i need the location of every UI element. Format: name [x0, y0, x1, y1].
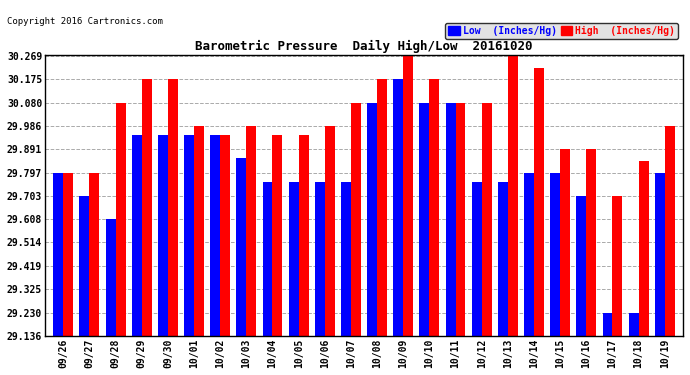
Bar [629, 313, 639, 336]
Bar [498, 182, 508, 336]
Bar [315, 182, 325, 336]
Bar [472, 182, 482, 336]
Bar [351, 103, 361, 336]
Bar [367, 103, 377, 336]
Bar [524, 172, 534, 336]
Bar [141, 79, 152, 336]
Bar [446, 103, 455, 336]
Bar [420, 103, 429, 336]
Bar [220, 135, 230, 336]
Bar [602, 313, 613, 336]
Bar [237, 158, 246, 336]
Bar [482, 103, 492, 336]
Bar [560, 149, 570, 336]
Bar [246, 126, 256, 336]
Bar [210, 135, 220, 336]
Bar [288, 182, 299, 336]
Bar [299, 135, 308, 336]
Bar [63, 172, 73, 336]
Bar [106, 219, 116, 336]
Bar [194, 126, 204, 336]
Bar [132, 135, 141, 336]
Bar [613, 196, 622, 336]
Bar [639, 160, 649, 336]
Bar [90, 172, 99, 336]
Bar [168, 79, 178, 336]
Legend: Low  (Inches/Hg), High  (Inches/Hg): Low (Inches/Hg), High (Inches/Hg) [446, 23, 678, 39]
Bar [664, 126, 675, 336]
Bar [534, 68, 544, 336]
Bar [79, 196, 90, 336]
Bar [184, 135, 194, 336]
Bar [377, 79, 387, 336]
Bar [393, 79, 403, 336]
Bar [341, 182, 351, 336]
Bar [325, 126, 335, 336]
Bar [429, 79, 440, 336]
Bar [53, 172, 63, 336]
Bar [403, 56, 413, 336]
Bar [576, 196, 586, 336]
Bar [455, 103, 466, 336]
Bar [508, 56, 518, 336]
Bar [273, 135, 282, 336]
Bar [655, 172, 664, 336]
Bar [550, 172, 560, 336]
Bar [158, 135, 168, 336]
Bar [263, 182, 273, 336]
Title: Barometric Pressure  Daily High/Low  20161020: Barometric Pressure Daily High/Low 20161… [195, 40, 533, 54]
Bar [586, 149, 596, 336]
Text: Copyright 2016 Cartronics.com: Copyright 2016 Cartronics.com [7, 17, 163, 26]
Bar [116, 103, 126, 336]
